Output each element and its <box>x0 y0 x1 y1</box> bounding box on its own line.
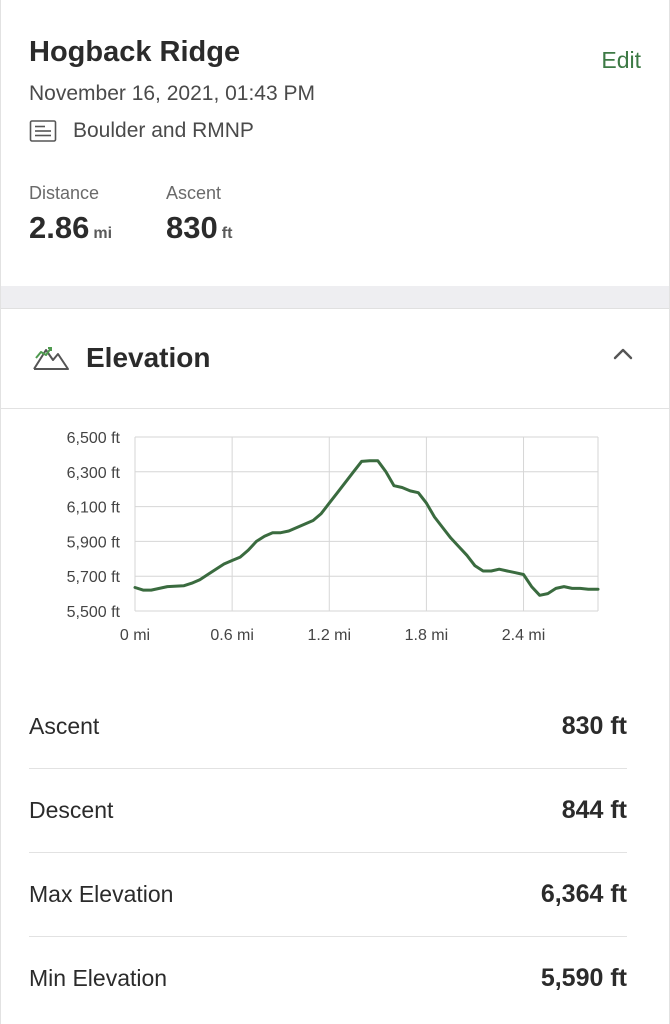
distance-label: Distance <box>29 183 100 203</box>
summary-label: Descent <box>29 796 114 823</box>
summary-label: Max Elevation <box>29 880 174 907</box>
edit-button[interactable]: Edit <box>601 47 641 73</box>
activity-title: Hogback Ridge <box>29 36 241 68</box>
summary-row: Ascent 830 ft <box>29 684 627 769</box>
ascent-value: 830 <box>166 210 218 245</box>
section-divider-band <box>1 286 669 309</box>
summary-value: 5,590 ft <box>540 963 627 992</box>
y-tick-label: 6,100 ft <box>67 500 121 517</box>
x-tick-label: 1.2 mi <box>307 627 351 644</box>
y-tick-label: 6,300 ft <box>67 465 121 482</box>
elevation-chart: 6,500 ft 6,300 ft 6,100 ft 5,900 ft 5,700 ft… <box>67 430 600 644</box>
summary-label: Min Elevation <box>29 964 168 991</box>
x-tick-label: 0 mi <box>120 627 150 644</box>
elevation-title: Elevation <box>86 342 211 373</box>
mountain-icon <box>32 342 70 372</box>
x-tick-label: 2.4 mi <box>502 627 546 644</box>
activity-datetime: November 16, 2021, 01:43 PM <box>29 82 316 105</box>
distance-unit: mi <box>93 225 113 242</box>
frame-left-border <box>0 0 1 1024</box>
ascent-stat: Ascent 830 ft <box>166 183 232 246</box>
y-tick-label: 6,500 ft <box>67 430 121 447</box>
chevron-up-icon[interactable] <box>613 347 633 361</box>
elevation-section-header[interactable]: Elevation <box>1 309 669 409</box>
x-tick-label: 1.8 mi <box>405 627 449 644</box>
summary-row: Descent 844 ft <box>29 768 627 853</box>
y-tick-label: 5,500 ft <box>67 604 121 621</box>
list-name: Boulder and RMNP <box>73 119 254 142</box>
summary-row: Min Elevation 5,590 ft <box>29 936 627 1020</box>
distance-stat: Distance 2.86 mi <box>29 183 112 246</box>
summary-value: 6,364 ft <box>540 879 627 908</box>
y-tick-label: 5,900 ft <box>67 534 121 551</box>
summary-row: Max Elevation 6,364 ft <box>29 852 627 937</box>
summary-value: 844 ft <box>561 795 627 824</box>
x-tick-label: 0.6 mi <box>210 627 254 644</box>
ascent-label: Ascent <box>166 183 222 203</box>
y-tick-label: 5,700 ft <box>67 569 121 586</box>
list-icon <box>29 118 57 144</box>
summary-label: Ascent <box>29 712 100 739</box>
elevation-line <box>133 459 600 597</box>
summary-value: 830 ft <box>561 711 627 740</box>
ascent-unit: ft <box>221 225 233 242</box>
distance-value: 2.86 <box>29 210 90 245</box>
list-link[interactable]: Boulder and RMNP <box>29 117 254 145</box>
